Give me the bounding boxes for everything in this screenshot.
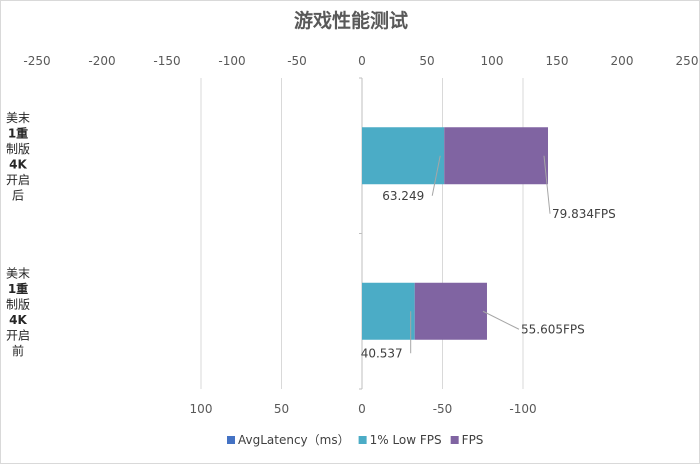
- legend-label: AvgLatency（ms）: [238, 433, 350, 447]
- bar-segment: [414, 282, 487, 340]
- top-axis-tick-label: 200: [611, 54, 634, 68]
- bar-segment: [444, 127, 549, 185]
- data-label: 63.249: [382, 189, 424, 203]
- legend: AvgLatency（ms） 1% Low FPS FPS: [227, 433, 483, 447]
- chart-title: 游戏性能测试: [294, 9, 408, 32]
- category-label: 开启: [6, 173, 30, 187]
- top-axis: -250 -200 -150 -100 -50 0 50 100 150 200 250: [23, 54, 698, 68]
- category-label: 美末: [6, 111, 30, 125]
- leader-line: [431, 155, 441, 196]
- top-axis-tick-label: -250: [23, 54, 50, 68]
- legend-swatch: [358, 436, 367, 444]
- data-label: 55.605FPS: [521, 322, 585, 336]
- top-axis-tick-label: -150: [153, 54, 180, 68]
- top-axis-tick-label: 0: [358, 54, 366, 68]
- top-axis-tick-label: -50: [287, 54, 307, 68]
- legend-swatch: [450, 436, 459, 444]
- data-label: 40.537: [361, 346, 403, 360]
- bar-segment: [362, 127, 445, 185]
- bottom-axis-tick-label: -50: [433, 402, 453, 416]
- bar-segment: [362, 282, 415, 340]
- category-label: 4K: [9, 313, 27, 327]
- top-axis-tick-label: 250: [676, 54, 699, 68]
- category-label: 美末: [6, 267, 30, 281]
- leader-line: [543, 155, 551, 214]
- category-label: 1重: [8, 281, 28, 296]
- legend-swatch: [227, 436, 235, 444]
- bottom-axis-tick-label: 0: [358, 402, 366, 416]
- category-label: 制版: [6, 142, 30, 156]
- category-label: 制版: [6, 298, 30, 312]
- category-label: 4K: [9, 158, 27, 172]
- top-axis-tick-label: -200: [88, 54, 115, 68]
- category-label: 开启: [6, 329, 30, 343]
- top-axis-tick-label: 100: [481, 54, 504, 68]
- data-labels: 63.249 79.834FPS 40.537 55.605FPS: [361, 155, 616, 360]
- top-axis-tick-label: 50: [419, 54, 434, 68]
- leader-line: [482, 310, 520, 330]
- data-label: 79.834FPS: [552, 207, 616, 221]
- bottom-axis-tick-label: -100: [509, 402, 536, 416]
- legend-label: 1% Low FPS: [370, 433, 442, 447]
- category-label: 1重: [8, 126, 28, 141]
- category-label: 后: [12, 189, 24, 203]
- bottom-axis-tick-label: 50: [274, 402, 289, 416]
- top-axis-tick-label: -100: [218, 54, 245, 68]
- bottom-axis: 100 50 0 -50 -100: [190, 402, 537, 416]
- category-label: 前: [12, 343, 24, 358]
- top-axis-tick-label: 150: [546, 54, 569, 68]
- bottom-axis-tick-label: 100: [190, 402, 213, 416]
- legend-label: FPS: [462, 433, 484, 447]
- bars: [362, 127, 549, 340]
